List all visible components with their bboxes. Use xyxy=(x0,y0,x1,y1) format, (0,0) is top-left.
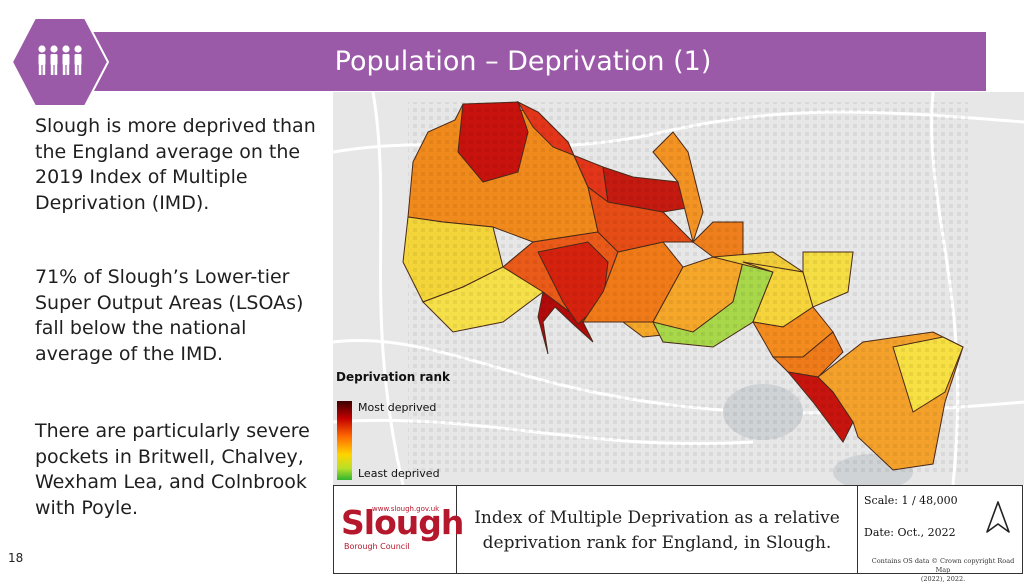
body-paragraph-3: There are particularly severe pockets in… xyxy=(35,420,310,519)
people-group-icon xyxy=(38,45,82,75)
map-footer: www.slough.gov.uk Slough Borough Council… xyxy=(333,485,1023,583)
page-title: Population – Deprivation (1) xyxy=(334,46,712,77)
page-number: 18 xyxy=(8,551,24,565)
logo-council: Borough Council xyxy=(344,542,410,551)
map-caption: Index of Multiple Deprivation as a relat… xyxy=(474,508,840,553)
header-hexagon xyxy=(10,17,110,107)
footer-divider xyxy=(857,486,858,573)
title-banner xyxy=(60,32,986,91)
deprivation-map xyxy=(333,92,1024,485)
legend-title: Deprivation rank xyxy=(336,370,450,384)
body-paragraph-2: 71% of Slough’s Lower-tier Super Output … xyxy=(35,266,304,365)
body-paragraph-1: Slough is more deprived than the England… xyxy=(35,115,316,214)
map-date: Date: Oct., 2022 xyxy=(864,526,956,539)
legend-most-deprived: Most deprived xyxy=(358,401,437,414)
map-graphic xyxy=(333,92,1024,485)
map-scale: Scale: 1 / 48,000 xyxy=(864,494,958,507)
footer-divider xyxy=(456,486,457,573)
north-arrow-icon xyxy=(986,501,1010,533)
map-credit: Contains OS data © Crown copyright Road … xyxy=(871,557,1015,583)
logo-url: www.slough.gov.uk xyxy=(372,505,440,513)
logo-wordmark: Slough xyxy=(341,503,464,542)
legend-least-deprived: Least deprived xyxy=(358,467,440,480)
legend-color-ramp xyxy=(337,401,352,480)
